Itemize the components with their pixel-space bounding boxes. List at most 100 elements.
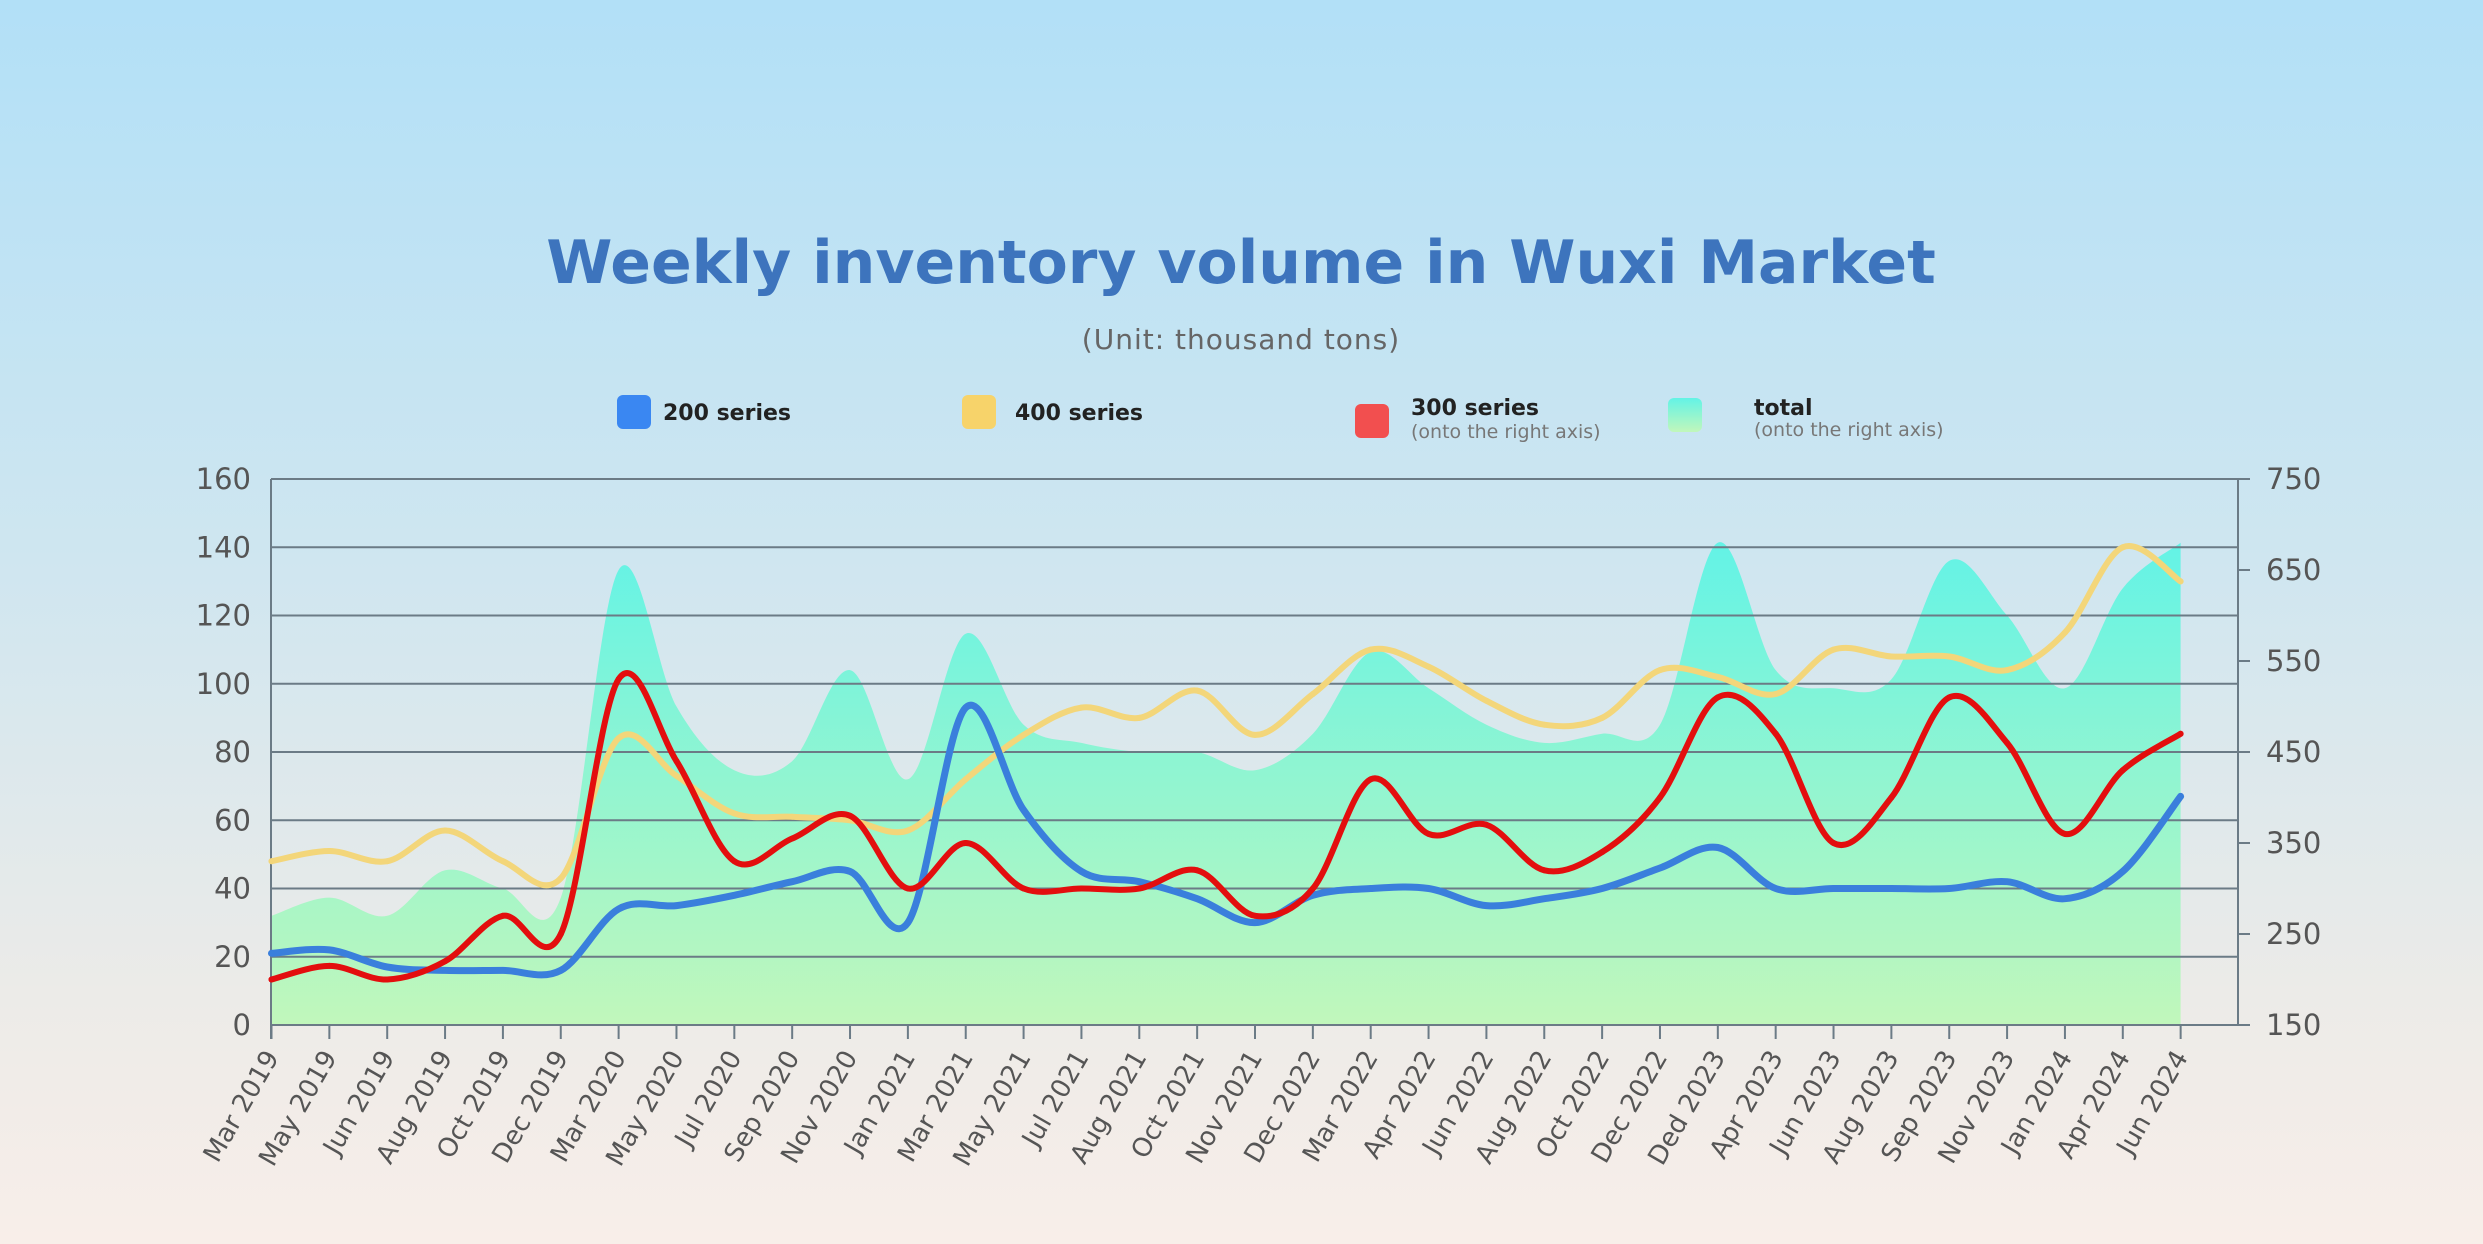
legend-swatch-200-series — [617, 395, 651, 429]
data-point-300-series — [2061, 830, 2068, 837]
data-point-400-series — [1888, 653, 1895, 660]
data-point-400-series — [1483, 697, 1490, 704]
data-point-300-series — [1599, 849, 1606, 856]
data-point-300-series — [1078, 885, 1085, 892]
data-point-400-series — [326, 848, 333, 854]
right-tick-label: 450 — [2266, 735, 2321, 769]
data-point-400-series — [1714, 673, 1721, 680]
data-point-300-series — [1367, 776, 1374, 783]
data-point-200-series — [1772, 885, 1779, 892]
data-point-300-series — [1020, 885, 1027, 892]
data-point-400-series — [1772, 691, 1779, 697]
data-point-300-series — [1772, 730, 1779, 737]
data-point-200-series — [1657, 865, 1663, 871]
data-point-300-series — [2177, 730, 2184, 737]
data-point-200-series — [1367, 885, 1374, 892]
right-tick-label: 550 — [2266, 644, 2321, 678]
data-point-400-series — [731, 810, 738, 817]
data-point-300-series — [1888, 794, 1895, 801]
data-point-200-series — [2119, 868, 2126, 875]
data-point-400-series — [1252, 731, 1258, 738]
left-tick-label: 60 — [214, 803, 251, 837]
chart-subtitle: (Unit: thousand tons) — [1082, 323, 1400, 356]
left-tick-label: 40 — [214, 872, 251, 906]
left-tick-label: 80 — [214, 735, 251, 769]
data-point-200-series — [557, 967, 564, 974]
data-point-200-series — [673, 902, 680, 909]
data-point-200-series — [442, 967, 449, 974]
legend-label-400-series: 400 series — [1015, 401, 1143, 426]
data-point-400-series — [673, 772, 680, 779]
data-point-200-series — [1946, 885, 1953, 892]
data-point-200-series — [1888, 885, 1895, 892]
data-point-200-series — [2177, 793, 2184, 800]
data-point-400-series — [557, 875, 564, 882]
data-point-200-series — [384, 964, 391, 970]
data-point-300-series — [268, 976, 275, 983]
data-point-400-series — [1830, 646, 1837, 653]
data-point-200-series — [326, 946, 333, 953]
legend-label-200-series: 200 series — [663, 401, 791, 426]
data-point-300-series — [1309, 885, 1316, 892]
data-point-300-series — [1541, 867, 1548, 874]
data-point-300-series — [1136, 885, 1143, 892]
data-point-300-series — [1830, 840, 1837, 846]
legend-label-total: total — [1754, 396, 1813, 421]
data-point-400-series — [904, 827, 911, 834]
data-point-400-series — [1078, 704, 1085, 711]
data-point-300-series — [442, 958, 449, 965]
legend-swatch-total — [1668, 398, 1702, 432]
data-point-200-series — [2061, 895, 2068, 902]
data-point-300-series — [904, 885, 911, 892]
left-tick-label: 20 — [214, 940, 251, 974]
data-point-200-series — [1599, 885, 1606, 892]
data-point-400-series — [268, 858, 275, 865]
data-point-400-series — [1309, 691, 1316, 697]
right-tick-label: 750 — [2266, 462, 2321, 496]
data-point-300-series — [499, 912, 506, 919]
data-point-300-series — [1252, 912, 1258, 919]
data-point-400-series — [1541, 721, 1548, 728]
data-point-200-series — [1252, 919, 1258, 926]
left-tick-label: 160 — [196, 462, 251, 496]
data-point-400-series — [1599, 714, 1606, 721]
data-point-200-series — [615, 906, 622, 912]
data-point-200-series — [1136, 878, 1143, 885]
left-tick-label: 120 — [196, 599, 251, 633]
data-point-300-series — [326, 962, 333, 969]
data-point-300-series — [789, 835, 796, 842]
data-point-300-series — [1483, 821, 1490, 828]
left-tick-label: 0 — [233, 1008, 251, 1042]
legend-label-300-series: 300 series — [1411, 396, 1539, 421]
data-point-300-series — [847, 812, 853, 819]
data-point-300-series — [615, 676, 622, 683]
data-point-200-series — [268, 950, 275, 957]
data-point-200-series — [1541, 895, 1548, 902]
series-line-200-series — [268, 701, 2185, 979]
chart-title: Weekly inventory volume in Wuxi Market — [546, 228, 1936, 298]
data-point-400-series — [1946, 653, 1953, 660]
data-point-400-series — [2119, 544, 2126, 551]
left-tick-label: 140 — [196, 530, 251, 564]
data-point-300-series — [1714, 694, 1721, 701]
legend-swatch-300-series — [1355, 404, 1389, 438]
data-point-300-series — [384, 976, 391, 983]
data-point-200-series — [1194, 895, 1201, 902]
data-point-400-series — [962, 776, 969, 783]
data-point-200-series — [789, 878, 796, 885]
data-point-400-series — [1367, 646, 1374, 653]
data-point-200-series — [1483, 902, 1490, 909]
data-point-300-series — [673, 758, 680, 765]
data-point-400-series — [1657, 667, 1663, 674]
data-point-200-series — [1830, 885, 1837, 892]
data-point-400-series — [1020, 731, 1027, 738]
data-point-300-series — [557, 931, 564, 937]
data-point-200-series — [1020, 807, 1027, 813]
left-tick-label: 100 — [196, 667, 251, 701]
legend-swatch-400-series — [962, 395, 996, 429]
data-point-400-series — [1136, 714, 1143, 721]
data-point-300-series — [962, 840, 969, 846]
data-point-200-series — [847, 868, 853, 875]
series-line-300-series — [268, 670, 2184, 983]
